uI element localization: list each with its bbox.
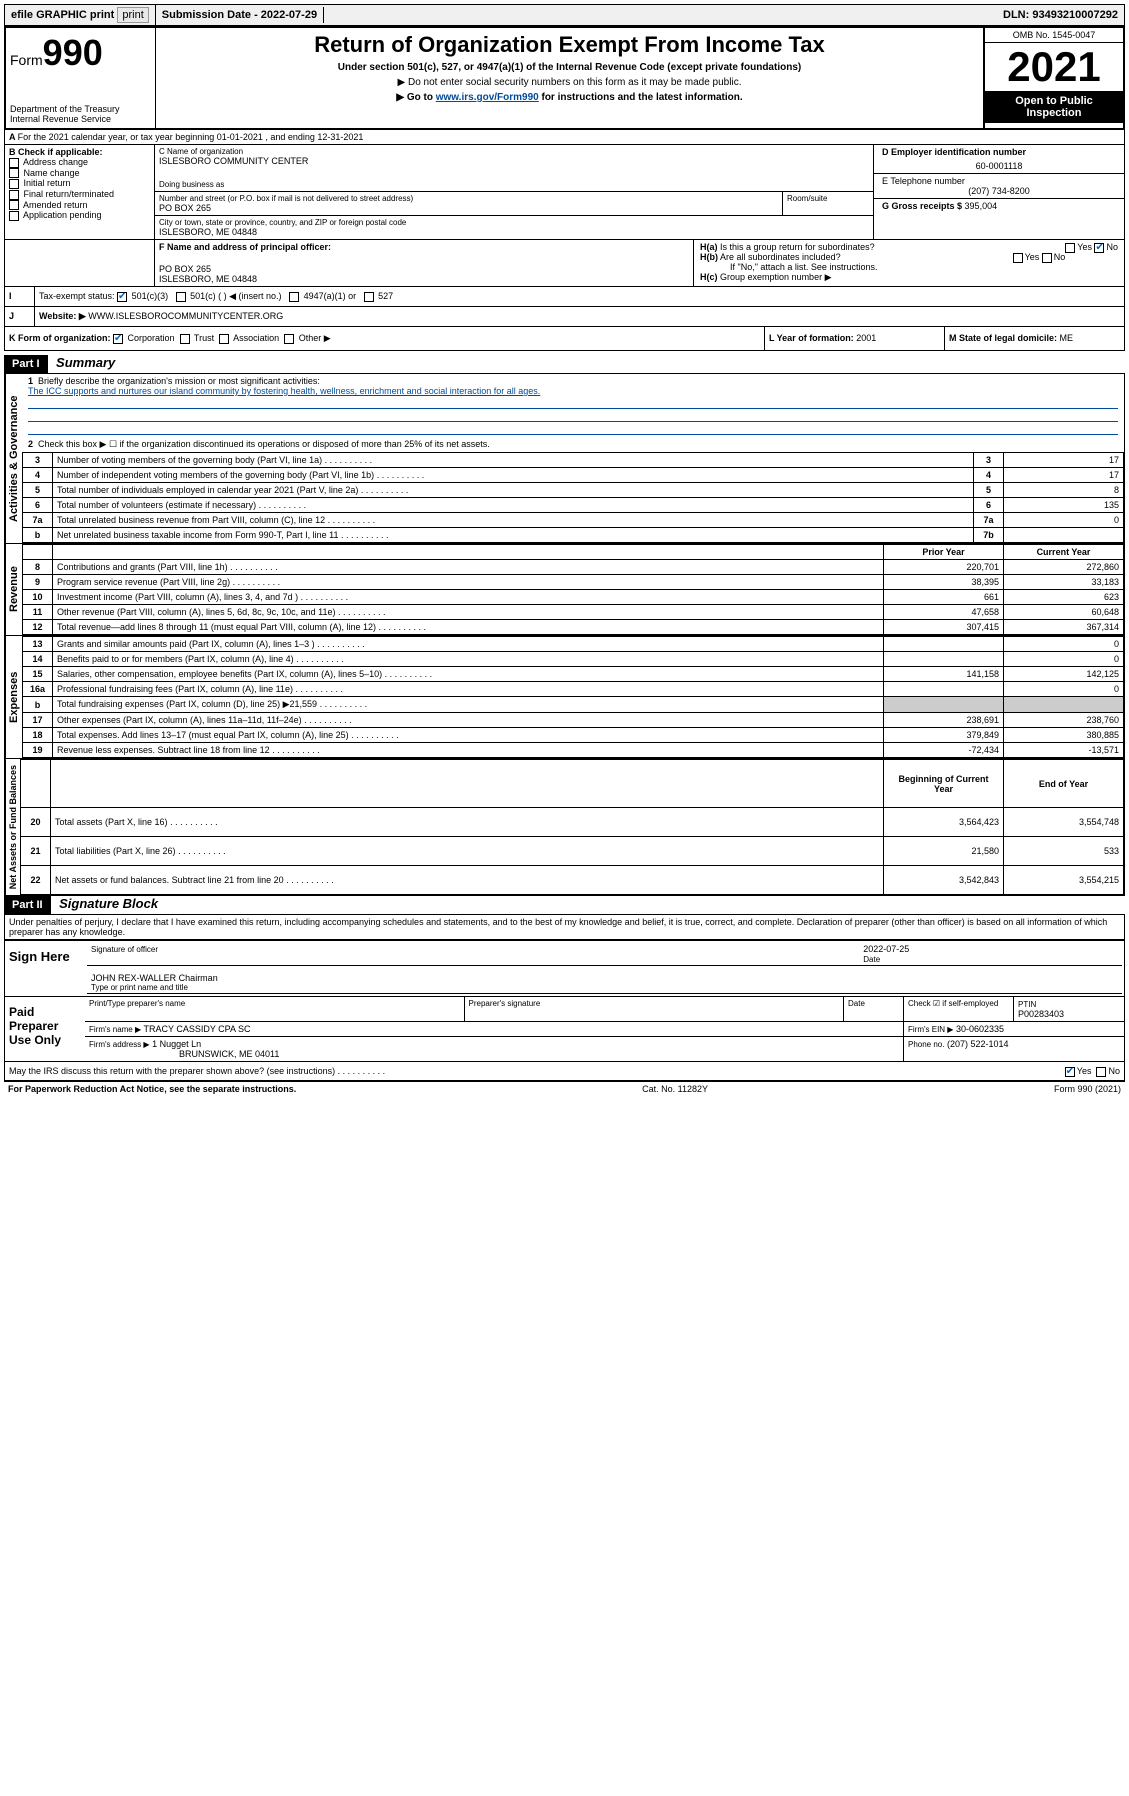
dept-label: Department of the Treasury Internal Reve…: [10, 104, 151, 124]
form-subtitle: Under section 501(c), 527, or 4947(a)(1)…: [160, 62, 979, 73]
id-block: B Check if applicable: Address change Na…: [4, 145, 1125, 240]
penalty-text: Under penalties of perjury, I declare th…: [4, 914, 1125, 940]
fh-block: F Name and address of principal officer:…: [4, 240, 1125, 287]
row-16a: 16aProfessional fundraising fees (Part I…: [23, 682, 1124, 697]
row-10: 10Investment income (Part VIII, column (…: [23, 590, 1124, 605]
phone: (207) 734-8200: [882, 186, 1116, 196]
org-city: ISLESBORO, ME 04848: [159, 227, 869, 237]
website: WWW.ISLESBOROCOMMUNITYCENTER.ORG: [88, 311, 283, 321]
gross-receipts: 395,004: [965, 201, 998, 211]
irs-link[interactable]: www.irs.gov/Form990: [436, 92, 539, 103]
row-22: 22Net assets or fund balances. Subtract …: [21, 866, 1124, 895]
row-9: 9Program service revenue (Part VIII, lin…: [23, 575, 1124, 590]
row-15: 15Salaries, other compensation, employee…: [23, 667, 1124, 682]
row-b: bTotal fundraising expenses (Part IX, co…: [23, 697, 1124, 713]
check-application-pending: Application pending: [9, 210, 150, 221]
omb-number: OMB No. 1545-0047: [985, 28, 1123, 43]
inspection-label: Open to Public Inspection: [985, 91, 1123, 123]
dln: DLN: 93493210007292: [997, 7, 1124, 23]
line-a: A For the 2021 calendar year, or tax yea…: [4, 130, 1125, 145]
form-number: Form990: [10, 32, 151, 74]
check-address-change: Address change: [9, 157, 150, 168]
discuss-row: May the IRS discuss this return with the…: [4, 1062, 1125, 1081]
firm-name: TRACY CASSIDY CPA SC: [143, 1024, 250, 1034]
summary-block: Activities & Governance 1 Briefly descri…: [4, 373, 1125, 544]
row-12: 12Total revenue—add lines 8 through 11 (…: [23, 620, 1124, 635]
mission-text: The ICC supports and nurtures our island…: [28, 386, 540, 396]
org-name: ISLESBORO COMMUNITY CENTER: [159, 156, 869, 166]
row-21: 21Total liabilities (Part X, line 26)21,…: [21, 837, 1124, 866]
note-ssn: ▶ Do not enter social security numbers o…: [160, 77, 979, 88]
page-footer: For Paperwork Reduction Act Notice, see …: [4, 1081, 1125, 1096]
top-bar: efile GRAPHIC print print Submission Dat…: [4, 4, 1125, 26]
check-amended-return: Amended return: [9, 200, 150, 211]
row-8: 8Contributions and grants (Part VIII, li…: [23, 560, 1124, 575]
check-initial-return: Initial return: [9, 178, 150, 189]
part-ii-header: Part II: [4, 896, 51, 914]
row-17: 17Other expenses (Part IX, column (A), l…: [23, 713, 1124, 728]
section-b: B Check if applicable: Address change Na…: [5, 145, 155, 239]
print-button[interactable]: print: [117, 7, 148, 23]
row-19: 19Revenue less expenses. Subtract line 1…: [23, 743, 1124, 758]
tax-year: 2021: [985, 43, 1123, 91]
org-street: PO BOX 265: [159, 203, 778, 213]
form-title: Return of Organization Exempt From Incom…: [160, 32, 979, 58]
part-i-header: Part I: [4, 355, 48, 373]
row-20: 20Total assets (Part X, line 16)3,564,42…: [21, 808, 1124, 837]
corp-check[interactable]: [113, 334, 123, 344]
submission-date: Submission Date - 2022-07-29: [156, 7, 324, 23]
row-18: 18Total expenses. Add lines 13–17 (must …: [23, 728, 1124, 743]
check-name-change: Name change: [9, 168, 150, 179]
discuss-yes[interactable]: [1065, 1067, 1075, 1077]
ein: 60-0001118: [882, 161, 1116, 171]
row-14: 14Benefits paid to or for members (Part …: [23, 652, 1124, 667]
ptin: P00283403: [1018, 1009, 1064, 1019]
501c3-check[interactable]: [117, 292, 127, 302]
row-13: 13Grants and similar amounts paid (Part …: [23, 637, 1124, 652]
row-11: 11Other revenue (Part VIII, column (A), …: [23, 605, 1124, 620]
note-link: ▶ Go to www.irs.gov/Form990 for instruct…: [160, 92, 979, 103]
discuss-no[interactable]: [1096, 1067, 1106, 1077]
form-header: Form990 Department of the Treasury Inter…: [4, 26, 1125, 130]
check-final-return-terminated: Final return/terminated: [9, 189, 150, 200]
efile-label: efile GRAPHIC print print: [5, 5, 156, 25]
officer-name: JOHN REX-WALLER Chairman: [91, 973, 1118, 983]
